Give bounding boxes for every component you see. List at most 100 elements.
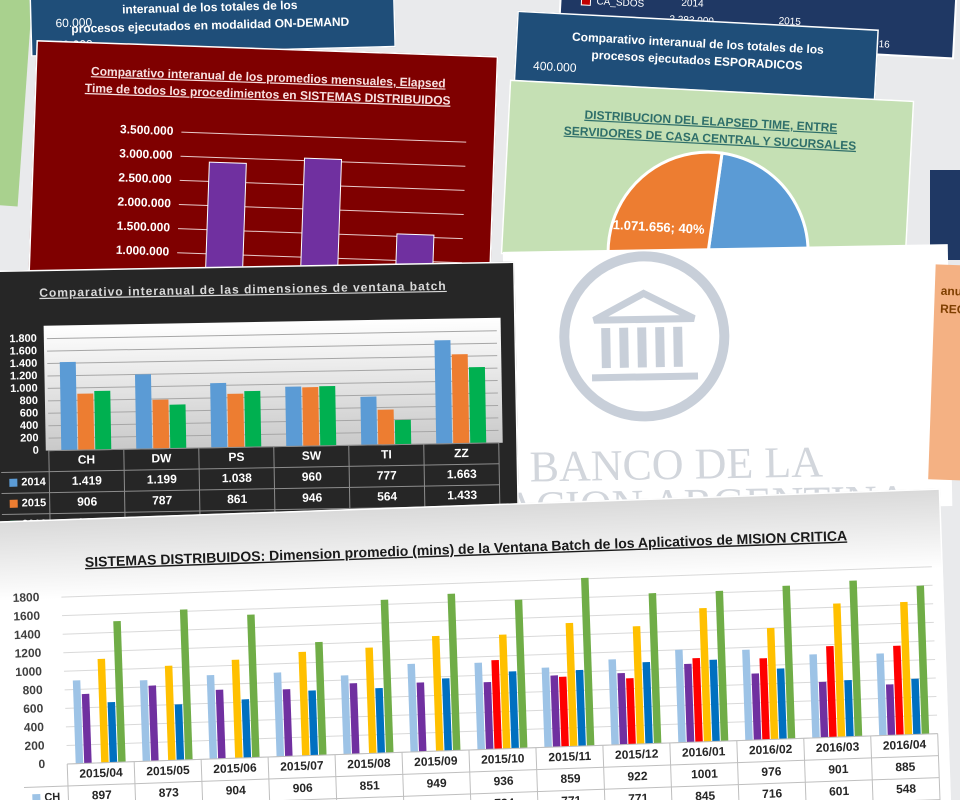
bar: [900, 601, 913, 735]
column-base: [591, 372, 699, 382]
table-value: 901: [828, 762, 849, 777]
table-value: 897: [92, 788, 113, 800]
x-tick-label: CH: [78, 452, 96, 466]
table-rule: [803, 738, 808, 800]
x-tick-label: DW: [151, 451, 172, 465]
bar: [833, 603, 846, 738]
grid-line: [47, 355, 498, 365]
bar: [113, 621, 126, 763]
bar: [377, 409, 395, 445]
table-value: 787: [152, 493, 173, 507]
bar: [608, 659, 619, 746]
bar: [107, 701, 118, 763]
x-tick-label: 2015/08: [347, 756, 391, 772]
bar: [617, 672, 628, 745]
x-tick-label: 2016/03: [816, 740, 860, 756]
grid-line: [61, 566, 932, 598]
x-tick-label: 2016/04: [883, 737, 927, 753]
bar: [81, 693, 92, 764]
y-tick-label: 1.000: [10, 382, 38, 394]
table-value: 716: [762, 786, 783, 800]
grid-line: [48, 417, 499, 427]
bar: [315, 641, 327, 756]
y-tick-label: 0: [38, 757, 45, 771]
table-rule: [67, 733, 938, 765]
column: [637, 327, 647, 368]
bar: [285, 386, 303, 447]
bar: [134, 374, 153, 450]
table-rule: [468, 749, 473, 800]
bar: [684, 663, 695, 743]
fragment-text: anu: [941, 284, 960, 299]
table-rule: [937, 733, 942, 800]
grid-line: [48, 404, 499, 414]
bar: [491, 660, 502, 750]
legend-label: 2014: [21, 476, 47, 488]
table-rule: [1, 463, 500, 473]
bar: [298, 651, 310, 756]
column: [673, 326, 683, 367]
table-value: 548: [896, 782, 917, 797]
bar: [447, 593, 461, 751]
table-value: 922: [627, 769, 648, 784]
bar: [407, 663, 418, 753]
bar: [692, 657, 703, 743]
x-tick-label: 2016/01: [682, 744, 726, 760]
bar: [550, 675, 561, 748]
bar: [273, 672, 285, 757]
bar: [675, 649, 686, 743]
y-tick-label: 1.400: [10, 358, 38, 370]
bar: [302, 387, 320, 447]
grid-line: [47, 392, 498, 402]
x-tick-label: 2015/06: [213, 761, 257, 777]
bar: [715, 590, 729, 742]
bar: [441, 678, 452, 751]
y-tick-label: 1200: [14, 646, 41, 661]
table-rule: [1, 484, 500, 494]
table-value: 976: [761, 764, 782, 779]
bar: [247, 614, 260, 758]
table-rule: [401, 752, 406, 800]
bar: [97, 658, 109, 763]
bar: [844, 679, 854, 737]
legend-label: 2015: [22, 497, 47, 509]
logo-text: BANCO DE LA: [529, 437, 823, 491]
bar: [849, 580, 863, 737]
y-tick-label: 400: [24, 720, 45, 735]
fragment-panel: [928, 264, 960, 481]
charts-over: 02004006008001.0001.2001.4001.6001.800Co…: [0, 261, 952, 800]
chart-panel: 02004006008001.0001.2001.4001.6001.800Co…: [0, 261, 520, 545]
bar: [215, 689, 226, 759]
bar: [474, 662, 485, 750]
legend-swatch: [9, 478, 18, 487]
table-value: 771: [561, 793, 582, 800]
bar: [210, 382, 228, 448]
y-tick-label: 1.500.000: [116, 219, 170, 235]
table-rule: [669, 742, 674, 800]
y-tick-label: 600: [23, 701, 44, 716]
bar: [508, 671, 519, 749]
table-rule: [334, 754, 339, 800]
bar: [483, 681, 494, 750]
column: [655, 327, 665, 368]
bar: [776, 668, 787, 740]
x-tick-label: 2015/12: [615, 747, 659, 763]
year-label: 2014: [681, 0, 704, 10]
table-rule: [736, 740, 741, 800]
bar: [766, 627, 779, 740]
bar: [916, 585, 930, 735]
grid-line: [46, 330, 497, 340]
table-value: 845: [695, 789, 716, 800]
x-tick-label: PS: [228, 450, 244, 464]
table-value: 1.663: [447, 467, 478, 482]
bar: [360, 396, 378, 446]
table-rule: [535, 747, 540, 800]
y-tick-label: 1800: [12, 590, 39, 605]
table-value: 745: [427, 798, 448, 800]
bar: [319, 385, 337, 446]
bar: [416, 682, 427, 752]
logo-columns: [591, 326, 699, 382]
x-tick-label: 2015/10: [481, 751, 525, 767]
